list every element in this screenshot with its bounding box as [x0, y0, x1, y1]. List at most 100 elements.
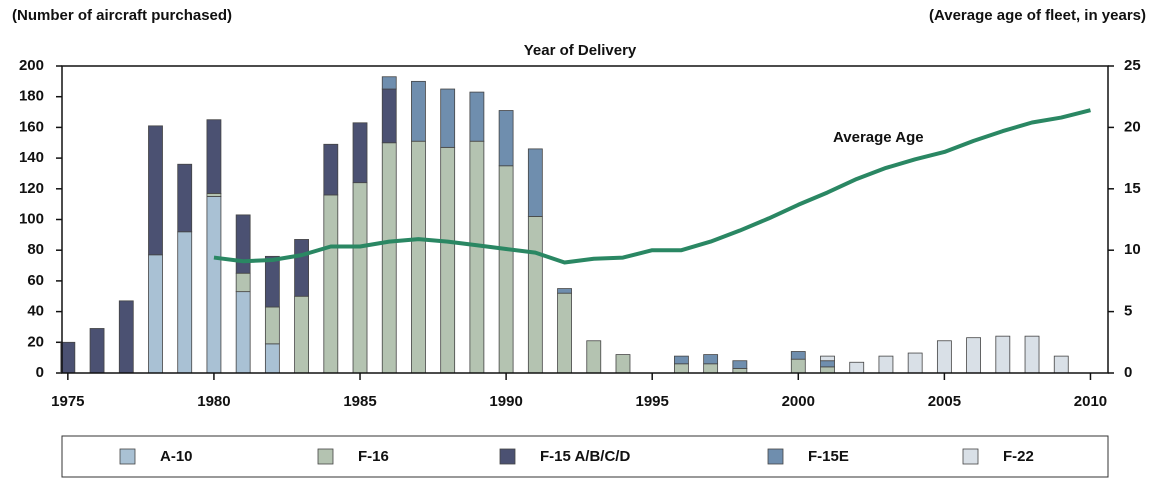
bar-segment	[498, 165, 514, 374]
x-tick-label: 2010	[1074, 393, 1107, 410]
bar-segment	[264, 306, 280, 345]
x-tick-label: 1990	[489, 393, 522, 410]
legend-swatch	[317, 448, 334, 465]
bar-segment	[820, 366, 835, 374]
plot-frame	[61, 65, 1109, 374]
bar-segment	[936, 340, 952, 374]
bar-segment	[790, 358, 806, 374]
y2-axis-label: (Average age of fleet, in years)	[929, 7, 1146, 24]
bar-segment	[615, 354, 631, 374]
bar-segment	[674, 355, 689, 365]
bar-segment	[674, 363, 689, 374]
y-tick-label: 60	[27, 272, 44, 289]
legend-swatch	[499, 448, 516, 465]
bar-segment	[469, 140, 485, 374]
y-axis-label: (Number of aircraft purchased)	[12, 7, 232, 24]
bar-segment	[849, 361, 865, 374]
bar-segment	[352, 182, 368, 374]
bar-segment	[206, 119, 222, 194]
y-tick-label: 100	[19, 210, 44, 227]
x-tick-label: 2005	[928, 393, 961, 410]
bar-segment	[703, 354, 719, 365]
y-tick-label: 0	[36, 364, 44, 381]
bar-segment	[469, 91, 485, 142]
bar-segment	[820, 360, 835, 368]
bar-segment	[264, 343, 280, 374]
y2-tick-label: 15	[1124, 180, 1141, 197]
legend-label: F-15E	[808, 448, 849, 465]
bar-segment	[323, 143, 339, 196]
bar-segment	[820, 355, 835, 362]
legend-label: F-22	[1003, 448, 1034, 465]
y-tick-label: 140	[19, 149, 44, 166]
legend-label: A-10	[160, 448, 193, 465]
bar-segment	[557, 292, 572, 374]
x-tick-label: 1995	[636, 393, 669, 410]
y2-tick-label: 25	[1124, 57, 1141, 74]
bar-segment	[440, 88, 456, 148]
bar-segment	[264, 255, 280, 308]
y-tick-label: 200	[19, 57, 44, 74]
legend-swatch	[767, 448, 784, 465]
bar-segment	[440, 146, 456, 374]
bar-segment	[527, 148, 543, 217]
bar-segment	[294, 295, 309, 374]
y-tick-label: 80	[27, 241, 44, 258]
bar-segment	[878, 355, 894, 374]
legend-box	[61, 435, 1109, 478]
y2-tick-label: 0	[1124, 364, 1132, 381]
legend-swatch	[962, 448, 979, 465]
bar-segment	[411, 140, 426, 374]
bar-segment	[148, 125, 163, 256]
legend-label: F-16	[358, 448, 389, 465]
bar-segment	[498, 110, 514, 167]
y2-tick-label: 20	[1124, 118, 1141, 135]
bar-segment	[118, 300, 134, 374]
x-tick-label: 1975	[51, 393, 84, 410]
y-tick-label: 20	[27, 333, 44, 350]
bar-segment	[557, 288, 572, 294]
bar-segment	[790, 351, 806, 360]
bar-segment	[294, 239, 309, 297]
y-tick-label: 120	[19, 180, 44, 197]
bar-segment	[206, 196, 222, 374]
y-tick-label: 40	[27, 303, 44, 320]
bar-segment	[907, 352, 923, 374]
bar-segment	[995, 335, 1011, 374]
bar-segment	[60, 341, 76, 374]
y-tick-label: 160	[19, 118, 44, 135]
legend-swatch	[119, 448, 136, 465]
bar-segment	[323, 194, 339, 374]
legend-label: F-15 A/B/C/D	[540, 448, 630, 465]
x-tick-label: 2000	[782, 393, 815, 410]
y2-tick-label: 10	[1124, 241, 1141, 258]
bar-segment	[352, 122, 368, 184]
line-label: Average Age	[833, 129, 924, 146]
bar-segment	[206, 193, 222, 197]
bar-segment	[732, 360, 748, 369]
y-tick-label: 180	[19, 88, 44, 105]
bar-segment	[411, 80, 426, 142]
bar-segment	[586, 340, 602, 374]
bar-segment	[89, 328, 105, 374]
bar-segment	[177, 163, 193, 233]
bar-segment	[381, 76, 397, 90]
bar-segment	[235, 272, 251, 293]
x-tick-label: 1980	[197, 393, 230, 410]
bar-segment	[703, 363, 719, 374]
y2-tick-label: 5	[1124, 303, 1132, 320]
bar-segment	[381, 142, 397, 374]
chart-title: Year of Delivery	[524, 42, 637, 59]
bar-segment	[1053, 355, 1069, 374]
bar-segment	[966, 337, 981, 374]
bar-segment	[1024, 335, 1040, 374]
bar-segment	[381, 88, 397, 144]
x-tick-label: 1985	[343, 393, 376, 410]
bar-segment	[235, 214, 251, 274]
bar-segment	[527, 216, 543, 374]
bar-segment	[177, 231, 193, 374]
bar-segment	[235, 291, 251, 374]
bar-segment	[148, 254, 163, 374]
age-line	[213, 108, 1091, 265]
